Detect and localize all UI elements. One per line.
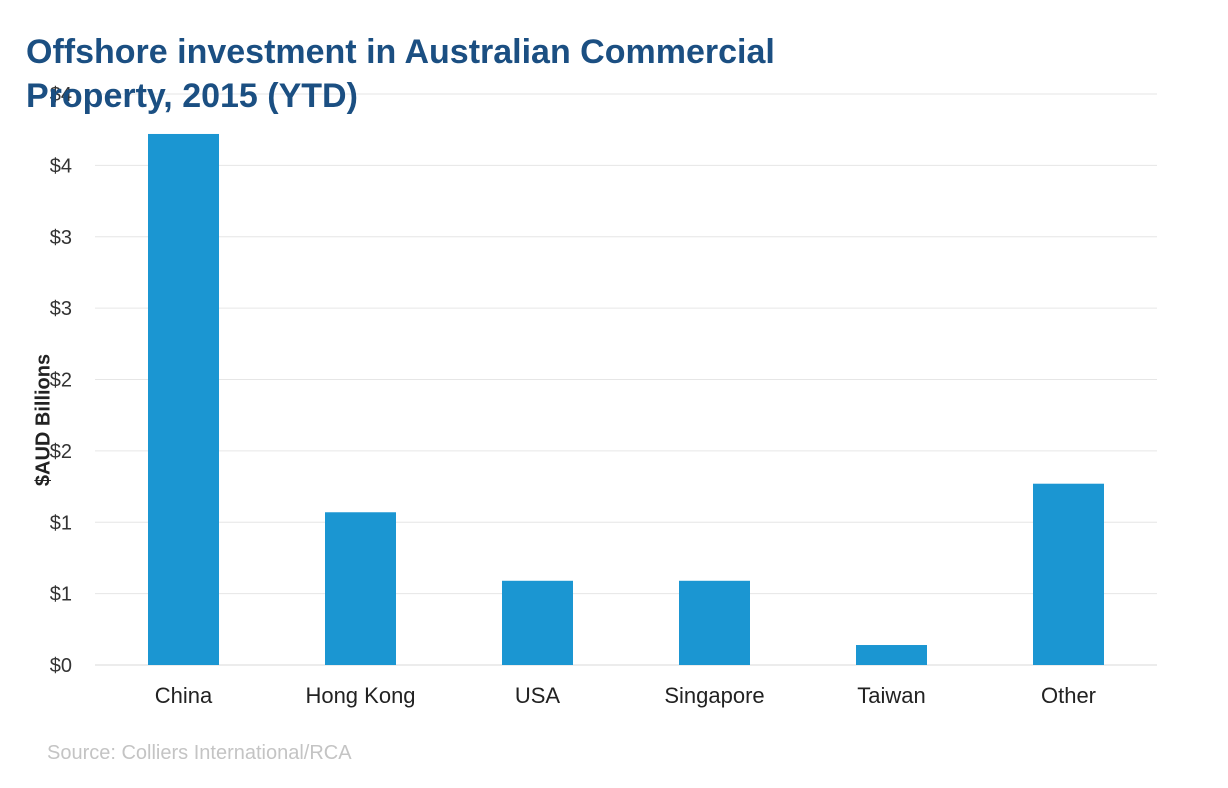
x-tick-label: Other [1041,683,1096,708]
y-tick-label: $2 [50,441,72,463]
x-tick-label: USA [515,683,561,708]
y-tick-label: $3 [50,227,72,249]
bar-hong-kong [325,512,396,665]
y-tick-label: $1 [50,512,72,534]
bar-singapore [679,580,750,665]
chart-title-line-1: Offshore investment in Australian Commer… [26,33,775,71]
bar-taiwan [856,645,927,665]
y-tick-label: $4 [50,155,72,177]
x-tick-label: Taiwan [857,683,925,708]
y-axis-label: $AUD Billions [32,353,55,487]
y-tick-label: $2 [50,370,72,392]
y-tick-label: $4 [50,84,72,106]
bar-china [148,133,219,666]
chart-title: Offshore investment in Australian Commer… [26,30,775,118]
x-tick-label: China [155,683,213,708]
y-tick-label: $1 [50,584,72,606]
bar-other [1033,483,1104,665]
chart-title-line-2: Property, 2015 (YTD) [26,77,358,115]
y-tick-label: $3 [50,298,72,320]
y-tick-label: $0 [50,655,72,677]
x-tick-label: Hong Kong [305,683,415,708]
source-note: Source: Colliers International/RCA [47,742,352,764]
x-tick-label: Singapore [664,683,764,708]
bar-usa [502,580,573,665]
